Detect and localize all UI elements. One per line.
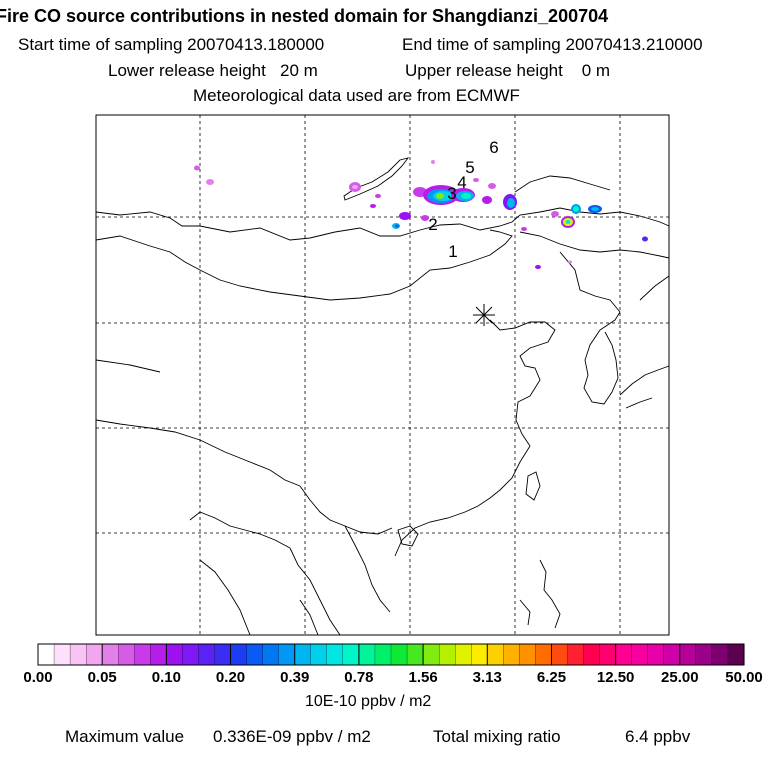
colorbar-major-dividers	[37, 644, 745, 665]
contribution-patches	[194, 160, 648, 269]
colorbar-cell	[535, 643, 553, 666]
start-time-label: Start time of sampling	[18, 35, 183, 54]
source-label-6: 6	[489, 138, 498, 157]
end-time-value: 20070413.210000	[565, 35, 703, 54]
max-value: 0.336E-09 ppbv / m2	[213, 727, 371, 746]
colorbar-cell	[551, 643, 569, 666]
colorbar-cell	[471, 643, 488, 666]
colorbar-cell	[150, 643, 167, 666]
colorbar-tick-label: 0.00	[23, 669, 53, 686]
colorbar-cell	[294, 643, 312, 666]
colorbar-cell	[182, 643, 200, 666]
colorbar-cell	[647, 643, 665, 666]
colorbar-cell	[214, 643, 232, 666]
colorbar-cell	[663, 643, 681, 666]
colorbar-cell	[631, 643, 649, 666]
colorbar-cell	[326, 643, 344, 666]
colorbar-tick-label: 3.13	[472, 669, 502, 686]
colorbar-tick-label: 6.25	[536, 669, 567, 686]
end-time-label: End time of sampling	[402, 35, 561, 54]
colorbar-tick-label: 0.20	[215, 669, 246, 686]
colorbar-cell	[342, 643, 360, 666]
colorbar-cell	[262, 643, 280, 666]
colorbar-cell	[583, 643, 601, 666]
colorbar-tick-label: 50.00	[725, 669, 763, 686]
colorbar-cell	[230, 643, 248, 666]
total-mixing-label: Total mixing ratio	[433, 727, 561, 746]
lower-release-height: Lower release height 20 m	[108, 61, 318, 81]
asterisk-icon	[473, 304, 495, 326]
colorbar-cell	[487, 643, 504, 666]
colorbar-cell	[406, 643, 424, 666]
upper-release-label: Upper release height	[405, 61, 563, 80]
upper-release-height: Upper release height 0 m	[405, 61, 610, 81]
colorbar-cell	[374, 643, 392, 666]
colorbar-cell	[102, 643, 119, 666]
colorbar-cell	[53, 643, 71, 666]
upper-release-value: 0 m	[581, 61, 611, 80]
colorbar-cell	[567, 643, 585, 666]
colorbar-tick-label: 0.10	[151, 669, 181, 686]
source-label-5: 5	[465, 158, 474, 177]
met-data-note: Meteorological data used are from ECMWF	[193, 86, 520, 105]
colorbar-cell	[37, 643, 55, 666]
colorbar-cell	[711, 643, 729, 666]
colorbar-cell	[519, 643, 536, 666]
colorbar-cell	[85, 643, 103, 666]
lower-release-value: 20 m	[280, 61, 318, 80]
colorbar-cell	[358, 643, 376, 666]
source-label-4: 4	[457, 173, 466, 192]
colorbar-cell	[310, 643, 328, 666]
start-time-value: 20070413.180000	[187, 35, 325, 54]
colorbar-unit-label: 10E-10 ppbv / m2	[305, 693, 432, 710]
total-mixing-value: 6.4 ppbv	[625, 727, 691, 746]
colorbar-cell	[278, 643, 296, 666]
colorbar-cell	[69, 643, 87, 666]
colorbar-cell	[599, 643, 617, 666]
colorbar-tick-label: 25.00	[661, 669, 699, 686]
colorbar-tick-label: 1.56	[408, 669, 438, 686]
colorbar-cell	[166, 643, 183, 666]
colorbar-cell	[246, 643, 264, 666]
colorbar-cell	[422, 643, 440, 666]
colorbar-cells	[37, 643, 745, 666]
colorbar-cell	[727, 643, 745, 666]
max-value-label: Maximum value	[65, 727, 185, 746]
colorbar-cell	[503, 643, 520, 666]
colorbar-cell	[134, 643, 151, 666]
map-frame	[95, 114, 670, 636]
colorbar-cell	[615, 643, 633, 666]
colorbar-tick-label: 0.39	[280, 669, 310, 686]
colorbar-cell	[438, 643, 456, 666]
plot-title: Fire CO source contributions in nested d…	[0, 6, 609, 26]
colorbar-cell	[390, 643, 408, 666]
colorbar-cell	[679, 643, 697, 666]
source-label-1: 1	[448, 242, 457, 261]
source-labels: 1 2 3 4 5 6	[428, 138, 498, 261]
start-time: Start time of sampling 20070413.180000	[18, 35, 324, 55]
colorbar-tick-label: 12.50	[596, 669, 635, 686]
lower-release-label: Lower release height	[108, 61, 266, 80]
country-borders	[95, 157, 670, 636]
colorbar-cell	[198, 643, 216, 666]
source-label-3: 3	[447, 184, 456, 203]
colorbar-cell	[455, 643, 472, 666]
end-time: End time of sampling 20070413.210000	[402, 35, 703, 55]
colorbar-cell	[118, 643, 135, 666]
colorbar-tick-label: 0.05	[87, 669, 117, 686]
colorbar-cell	[695, 643, 713, 666]
colorbar-tick-label: 0.78	[344, 669, 374, 686]
source-label-2: 2	[428, 215, 437, 234]
